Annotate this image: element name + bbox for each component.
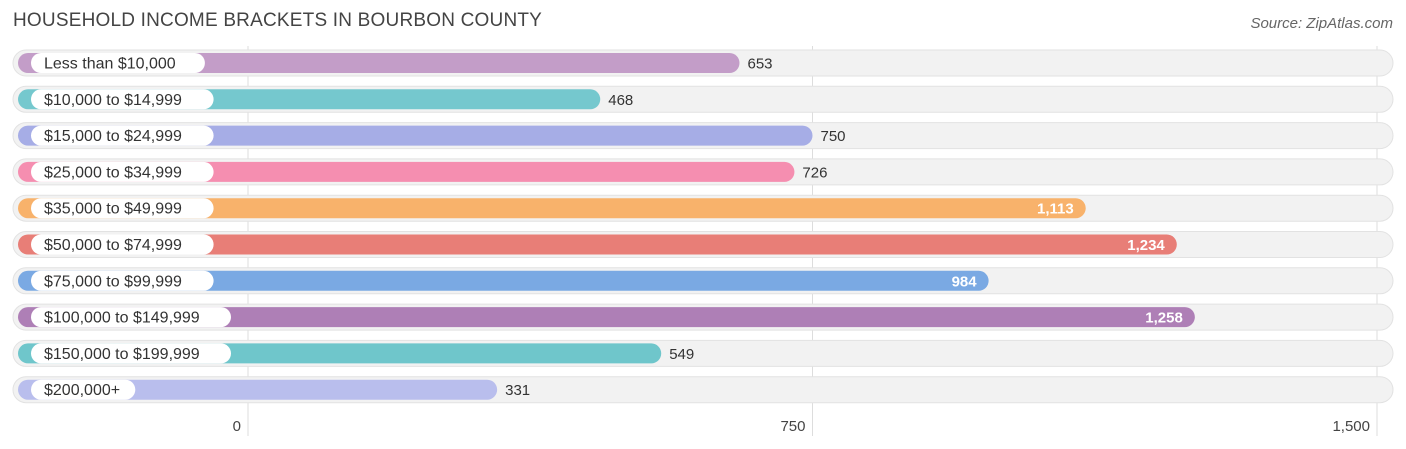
x-tick-label: 750 — [780, 418, 805, 435]
category-label-bg — [31, 270, 214, 291]
category-label-bg — [31, 343, 231, 364]
category-label-bg — [31, 53, 205, 73]
category-label-bg — [31, 89, 214, 110]
category-label: $200,000+ — [44, 382, 120, 399]
x-tick-label: 0 — [233, 418, 241, 435]
category-label: $100,000 to $149,999 — [44, 310, 200, 327]
value-label: 1,113 — [1037, 201, 1074, 218]
value-label: 549 — [669, 346, 694, 363]
category-label-bg — [31, 161, 214, 182]
bar — [18, 270, 989, 291]
category-label: $25,000 to $34,999 — [44, 164, 182, 181]
bar — [18, 234, 1177, 255]
chart-title: HOUSEHOLD INCOME BRACKETS IN BOURBON COU… — [13, 10, 543, 31]
bar — [18, 198, 1086, 219]
value-label: 653 — [747, 56, 772, 73]
value-label: 331 — [505, 382, 530, 399]
value-label: 984 — [952, 273, 978, 290]
bar — [18, 379, 498, 400]
bar — [18, 125, 813, 146]
category-label: $10,000 to $14,999 — [44, 92, 182, 109]
value-label: 726 — [802, 164, 827, 181]
category-label-bg — [31, 198, 214, 219]
bar — [18, 307, 1195, 328]
value-label: 1,234 — [1127, 237, 1165, 254]
source-label: Source: ZipAtlas.com — [1250, 15, 1393, 32]
category-label-bg — [31, 234, 214, 255]
category-label: Less than $10,000 — [44, 56, 176, 73]
value-label: 468 — [608, 92, 633, 109]
category-label: $15,000 to $24,999 — [44, 128, 182, 145]
category-label: $35,000 to $49,999 — [44, 201, 182, 218]
category-label-bg — [31, 125, 214, 146]
category-label-bg — [31, 307, 231, 328]
value-label: 750 — [821, 128, 846, 145]
category-label: $150,000 to $199,999 — [44, 346, 200, 363]
value-label: 1,258 — [1145, 310, 1183, 327]
category-label: $75,000 to $99,999 — [44, 273, 182, 290]
x-tick-label: 1,500 — [1332, 418, 1370, 435]
category-label-bg — [31, 379, 136, 400]
category-label: $50,000 to $74,999 — [44, 237, 182, 254]
